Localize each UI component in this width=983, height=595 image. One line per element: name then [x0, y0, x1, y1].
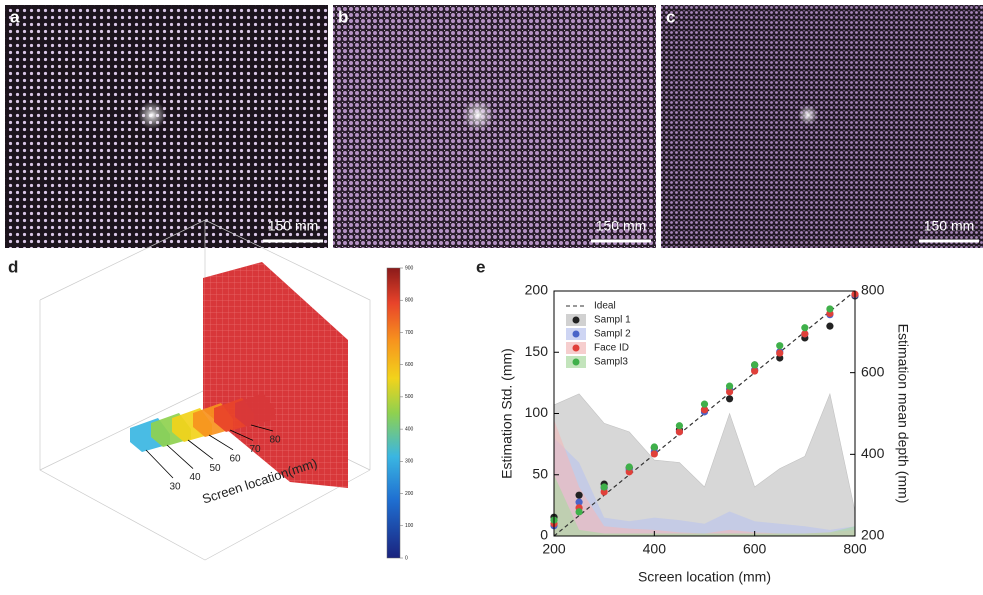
- figure: a 150 mm b 150 mm c 150 mm d 30 40 50 60 70 80 Screen…: [0, 0, 983, 590]
- depth-point: [801, 330, 808, 337]
- y-tick-label: 50: [532, 465, 548, 481]
- y2-tick-label: 200: [861, 527, 885, 543]
- slice-arrow: [167, 445, 193, 469]
- colorbar-tick-label: 0: [405, 555, 408, 561]
- legend-label: Sampl3: [594, 357, 628, 368]
- x-tick-label: 400: [643, 541, 667, 557]
- colorbar-tick-label: 500: [405, 394, 414, 400]
- wall: [203, 262, 348, 488]
- slice-label: 40: [189, 472, 201, 483]
- colorbar-tick-label: 900: [405, 265, 414, 271]
- colorbar-tick-label: 600: [405, 362, 414, 368]
- depth-point: [726, 383, 733, 390]
- depth-point: [676, 422, 683, 429]
- slice-label: 60: [229, 453, 241, 464]
- y-tick-label: 100: [525, 404, 549, 420]
- depth-point: [801, 324, 808, 331]
- depth-point: [776, 349, 783, 356]
- scale-bar-label: 150 mm: [924, 218, 975, 234]
- depth-point: [826, 323, 833, 330]
- slice-label: 30: [169, 482, 181, 493]
- depth-point: [826, 305, 833, 312]
- slice-arrow: [209, 435, 233, 450]
- colorbar-tick-label: 400: [405, 426, 414, 432]
- legend-marker: [573, 317, 580, 324]
- x-tick-label: 600: [743, 541, 767, 557]
- colorbar-tick-label: 100: [405, 523, 414, 529]
- legend-label: Ideal: [594, 301, 616, 312]
- slice-arrow: [188, 440, 213, 459]
- depth-point: [726, 395, 733, 402]
- legend-marker: [573, 359, 580, 366]
- colorbar-tick-label: 800: [405, 298, 414, 304]
- depth-point: [751, 367, 758, 374]
- depth-point: [626, 463, 633, 470]
- slice-arrow: [146, 450, 173, 478]
- legend-label: Sampl 1: [594, 315, 631, 326]
- x-tick-label: 800: [843, 541, 867, 557]
- y2-axis-label: Estimation mean depth (mm): [895, 324, 911, 504]
- depth-point: [751, 361, 758, 368]
- depth-point: [575, 492, 582, 499]
- y-axis-label: Estimation Std. (mm): [499, 348, 515, 479]
- depth-point: [651, 450, 658, 457]
- depth-point: [676, 428, 683, 435]
- colorbar-tick-label: 200: [405, 491, 414, 497]
- image-c: [661, 5, 983, 248]
- x-tick-label: 200: [542, 541, 566, 557]
- depth-point: [651, 443, 658, 450]
- scale-bar-label: 150 mm: [596, 218, 647, 234]
- legend-marker: [573, 345, 580, 352]
- y-tick-label: 0: [540, 527, 548, 543]
- legend-label: Face ID: [594, 343, 629, 354]
- y-tick-label: 150: [525, 343, 549, 359]
- y2-tick-label: 600: [861, 363, 885, 379]
- image-a: [5, 5, 328, 248]
- depth-point: [701, 401, 708, 408]
- y-tick-label: 200: [525, 282, 549, 298]
- panel-label: e: [476, 257, 485, 276]
- legend-label: Sampl 2: [594, 329, 631, 340]
- panel-label: b: [338, 7, 348, 26]
- depth-point: [776, 342, 783, 349]
- slice-label: 50: [209, 463, 221, 474]
- panel-label: c: [666, 7, 675, 26]
- depth-point: [601, 483, 608, 490]
- image-b: [333, 5, 656, 248]
- colorbar: [387, 268, 400, 558]
- panel-label: a: [10, 7, 20, 26]
- slice-label: 70: [249, 444, 261, 455]
- depth-point: [575, 508, 582, 515]
- colorbar-tick-label: 700: [405, 330, 414, 336]
- x-axis-label: Screen location (mm): [638, 569, 771, 585]
- panel-label: d: [8, 257, 18, 276]
- y2-tick-label: 400: [861, 445, 885, 461]
- colorbar-tick-label: 300: [405, 459, 414, 465]
- legend-marker: [573, 331, 580, 338]
- y2-tick-label: 800: [861, 282, 885, 298]
- scale-bar-label: 150 mm: [268, 218, 319, 234]
- slice-label: 80: [269, 435, 281, 446]
